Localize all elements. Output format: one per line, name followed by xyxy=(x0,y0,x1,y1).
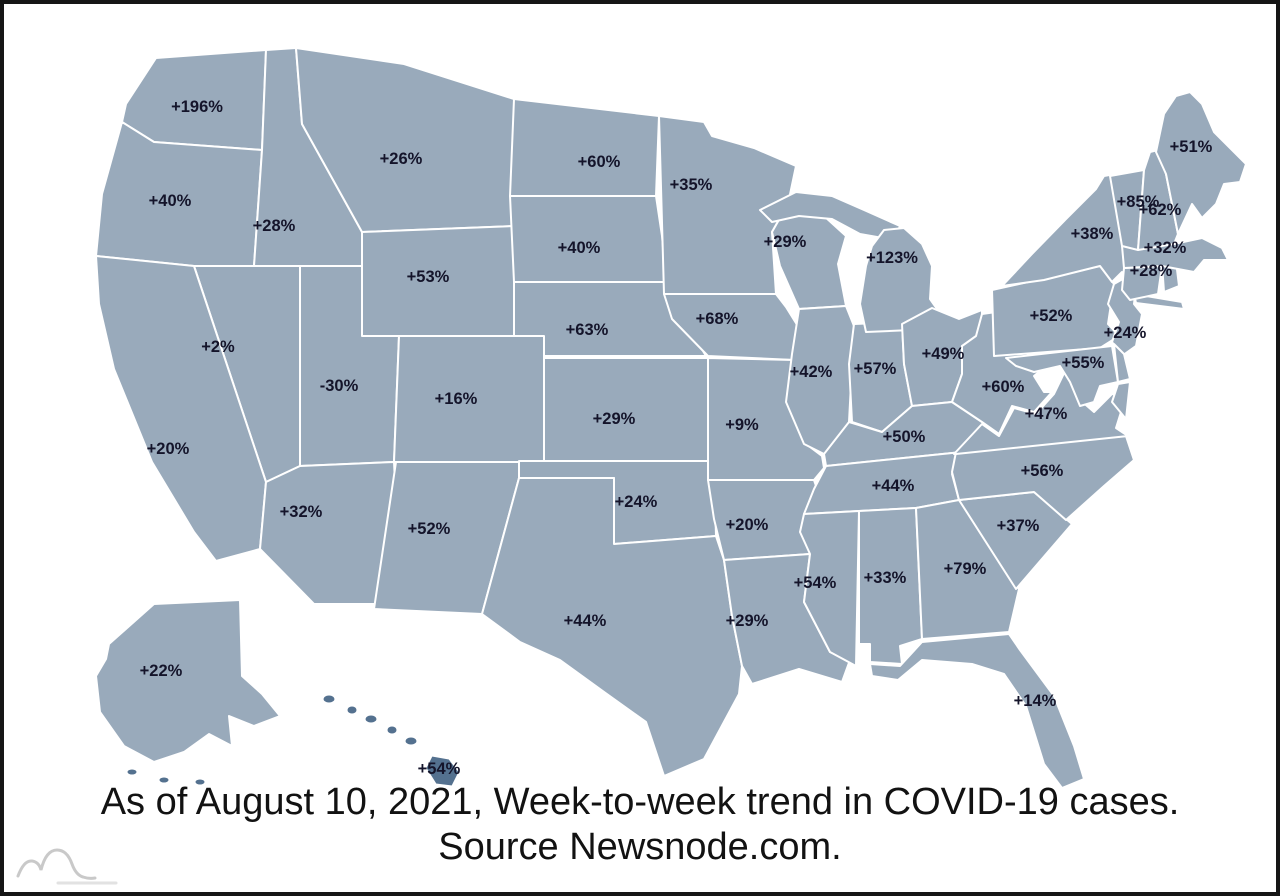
state-TX xyxy=(481,477,743,777)
state-label-MT: +26% xyxy=(380,150,423,168)
state-HI-island xyxy=(346,705,358,715)
newsnode-logo xyxy=(16,848,118,885)
caption-line-2: Source Newsnode.com. xyxy=(438,826,842,868)
state-label-MS: +54% xyxy=(794,574,837,592)
state-label-ID: +28% xyxy=(253,217,296,235)
state-label-NE: +63% xyxy=(566,321,609,339)
state-label-MA: +32% xyxy=(1144,239,1187,257)
state-label-CA: +20% xyxy=(147,440,190,458)
state-label-CT: +28% xyxy=(1130,262,1173,280)
state-label-NY: +38% xyxy=(1071,225,1114,243)
state-label-OR: +40% xyxy=(149,192,192,210)
state-label-IA: +68% xyxy=(696,310,739,328)
state-label-FL: +14% xyxy=(1014,692,1057,710)
state-label-KS: +29% xyxy=(593,410,636,428)
state-label-HI: +54% xyxy=(418,760,461,778)
state-label-IL: +42% xyxy=(790,363,833,381)
state-label-WV: +60% xyxy=(982,378,1025,396)
state-AZ xyxy=(259,461,402,605)
state-label-NV: +2% xyxy=(201,338,235,356)
state-label-NC: +56% xyxy=(1021,462,1064,480)
state-label-WA: +196% xyxy=(171,98,223,116)
state-label-MD: +55% xyxy=(1062,354,1105,372)
state-AK-aleutian-island xyxy=(194,778,206,786)
state-VA-eastern-shore xyxy=(1111,381,1131,420)
state-HI-island xyxy=(404,736,418,746)
state-label-AK: +22% xyxy=(140,662,183,680)
state-label-MO: +9% xyxy=(725,416,759,434)
state-label-GA: +79% xyxy=(944,560,987,578)
state-WV xyxy=(951,311,1053,435)
state-FL xyxy=(869,633,1085,789)
state-label-VA: +47% xyxy=(1025,405,1068,423)
state-GA xyxy=(915,499,1020,640)
state-ND xyxy=(509,98,660,197)
state-label-MN: +35% xyxy=(670,176,713,194)
state-label-NM: +52% xyxy=(408,520,451,538)
state-label-VT: +85% xyxy=(1117,193,1160,211)
state-shapes xyxy=(95,47,1247,789)
caption-line-1: As of August 10, 2021, Week-to-week tren… xyxy=(100,781,1180,823)
state-label-AZ: +32% xyxy=(280,503,323,521)
state-label-AL: +33% xyxy=(864,569,907,587)
state-HI-island xyxy=(364,714,378,724)
state-label-OH: +49% xyxy=(922,345,965,363)
state-CA xyxy=(95,255,267,562)
state-label-UT: -30% xyxy=(320,377,359,395)
state-DE xyxy=(1113,343,1131,383)
state-label-WY: +53% xyxy=(407,268,450,286)
state-label-OK: +24% xyxy=(615,493,658,511)
state-label-IN: +57% xyxy=(854,360,897,378)
state-label-SC: +37% xyxy=(997,517,1040,535)
state-label-PA: +52% xyxy=(1030,307,1073,325)
state-AK-aleutian-island xyxy=(158,776,170,784)
state-label-CO: +16% xyxy=(435,390,478,408)
state-label-AR: +20% xyxy=(726,516,769,534)
state-ME xyxy=(1155,91,1247,235)
state-MI xyxy=(859,227,943,333)
state-label-TX: +44% xyxy=(564,612,607,630)
state-label-NH: +62% xyxy=(1139,201,1182,219)
us-choropleth-map: +196% +40% +28% +26% +53% +2% -30% +16% +20% +32%… xyxy=(95,47,1247,789)
state-HI xyxy=(425,755,460,787)
state-label-SD: +40% xyxy=(558,239,601,257)
state-label-WI: +29% xyxy=(764,233,807,251)
state-HI-island xyxy=(322,694,336,704)
mountains-icon xyxy=(16,848,97,880)
state-label-ND: +60% xyxy=(578,153,621,171)
state-HI-island xyxy=(386,725,398,735)
state-labels: +196% +40% +28% +26% +53% +2% -30% +16% +20% +32%… xyxy=(140,98,1213,778)
state-label-KY: +50% xyxy=(883,428,926,446)
state-label-NJ: +24% xyxy=(1104,324,1147,342)
caption: As of August 10, 2021, Week-to-week tren… xyxy=(4,780,1276,870)
state-label-MI: +123% xyxy=(866,249,918,267)
state-label-TN: +44% xyxy=(872,477,915,495)
state-label-ME: +51% xyxy=(1170,138,1213,156)
state-AK xyxy=(95,599,281,763)
state-label-LA: +29% xyxy=(726,612,769,630)
state-AK-aleutian-island xyxy=(126,768,138,776)
